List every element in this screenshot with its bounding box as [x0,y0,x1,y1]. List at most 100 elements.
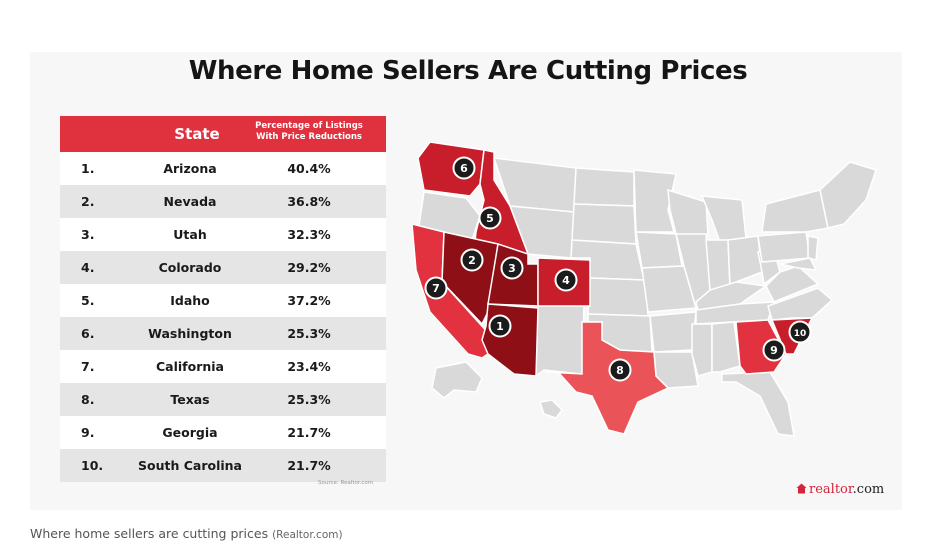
map-marker-6: 6 [452,156,476,180]
state-alaska [431,361,483,399]
marker-label: 7 [432,282,440,295]
state-arizona [481,303,539,377]
marker-circle [554,268,578,292]
state-indiana [705,239,731,291]
brand-part2: .com [852,482,885,497]
percentage-cell: 25.3% [287,326,331,341]
state-minnesota [633,169,677,233]
marker-label: 10 [794,329,807,339]
state-texas [545,321,670,435]
table-row: 9. Georgia 21.7% [60,416,386,449]
marker-circle [788,320,812,344]
state-iowa [635,231,683,269]
rank-cell: 3. [81,227,95,242]
map-marker-3: 3 [500,256,524,280]
map-marker-10: 10 [788,320,812,344]
percentage-cell: 25.3% [287,392,331,407]
table-row: 10. South Carolina 21.7% [60,449,386,482]
source-note: Source: Realtor.com [318,480,374,486]
marker-label: 8 [616,364,624,377]
state-cell: Idaho [170,293,210,308]
percentage-cell: 21.7% [287,425,331,440]
table-row: 7. California 23.4% [60,350,386,383]
map-marker-2: 2 [460,248,484,272]
percentage-cell: 29.2% [287,260,331,275]
marker-label: 5 [486,212,494,225]
header-percentage: Percentage of Listings With Price Reduct… [244,121,374,143]
marker-label: 1 [496,320,504,333]
percentage-cell: 40.4% [287,161,331,176]
rank-cell: 2. [81,194,95,209]
rank-cell: 1. [81,161,95,176]
marker-circle [452,156,476,180]
state-new-england [819,161,877,229]
marker-label: 6 [460,162,468,175]
state-cell: Washington [148,326,232,341]
table-row: 2. Nevada 36.8% [60,185,386,218]
map-markers: 1 2 3 4 5 6 7 8 9 10 [424,156,812,382]
rank-cell: 10. [81,458,104,473]
rank-cell: 7. [81,359,95,374]
percentage-cell: 21.7% [287,458,331,473]
header-state: State [174,125,220,143]
marker-circle [478,206,502,230]
state-maryland [779,257,818,271]
state-mississippi [691,323,713,377]
state-cell: Georgia [162,425,218,440]
marker-circle [460,248,484,272]
marker-circle [488,314,512,338]
caption-source: (Realtor.com) [272,529,343,541]
table-header: State Percentage of Listings With Price … [60,116,386,152]
image-caption: Where home sellers are cutting prices (R… [30,526,343,541]
header-pct-line2: With Price Reductions [256,132,362,142]
marker-label: 2 [468,254,476,267]
state-cell: Texas [170,392,210,407]
ranking-table: State Percentage of Listings With Price … [60,116,386,482]
rank-cell: 4. [81,260,95,275]
rank-cell: 9. [81,425,95,440]
percentage-cell: 23.4% [287,359,331,374]
state-cell: Nevada [163,194,217,209]
percentage-cell: 37.2% [287,293,331,308]
map-marker-5: 5 [478,206,502,230]
marker-label: 9 [770,344,778,357]
table-row: 3. Utah 32.3% [60,218,386,251]
table-row: 8. Texas 25.3% [60,383,386,416]
state-virginia [765,265,820,303]
state-pennsylvania [757,231,811,263]
states-base-layer [417,157,877,437]
house-icon [796,483,807,494]
us-map: 1 2 3 4 5 6 7 8 9 10 [411,141,877,437]
marker-circle [500,256,524,280]
state-cell: Colorado [158,260,222,275]
map-marker-9: 9 [762,338,786,362]
marker-label: 4 [562,274,570,287]
marker-circle [608,358,632,382]
table-row: 6. Washington 25.3% [60,317,386,350]
state-kansas [587,277,649,317]
state-cell: South Carolina [138,458,242,473]
state-south-dakota [571,203,637,245]
state-north-dakota [573,167,635,207]
percentage-cell: 32.3% [287,227,331,242]
state-new-jersey [807,235,819,261]
percentage-cell: 36.8% [287,194,331,209]
table-row: 5. Idaho 37.2% [60,284,386,317]
state-new-york [761,189,829,233]
table-body: 1. Arizona 40.4% 2. Nevada 36.8% 3. Utah 32.3% 4.… [60,152,386,482]
state-cell: California [156,359,224,374]
rank-cell: 8. [81,392,95,407]
map-marker-1: 1 [488,314,512,338]
page-title: Where Home Sellers Are Cutting Prices [188,56,748,86]
map-marker-7: 7 [424,276,448,300]
rank-cell: 6. [81,326,95,341]
brand-part1: realtor [809,482,853,497]
header-pct-line1: Percentage of Listings [255,121,363,131]
state-cell: Arizona [163,161,217,176]
marker-label: 3 [508,262,516,275]
table-row: 4. Colorado 29.2% [60,251,386,284]
state-alabama [711,321,741,373]
state-ohio [727,235,763,288]
rank-cell: 5. [81,293,95,308]
realtor-logo: realtor.com [796,482,884,497]
